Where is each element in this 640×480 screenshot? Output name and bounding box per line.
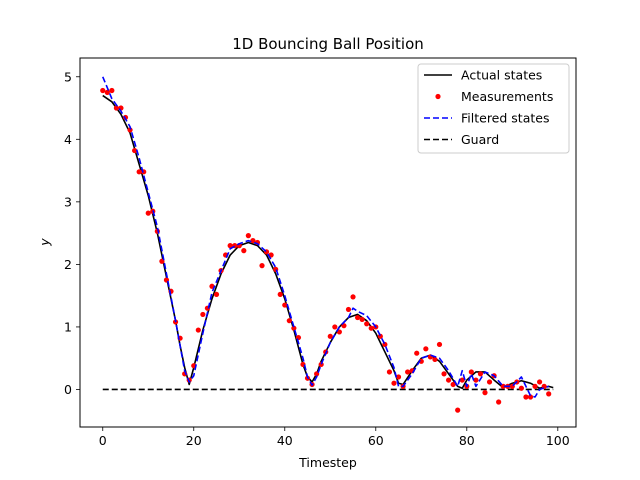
- chart-title: 1D Bouncing Ball Position: [232, 35, 424, 53]
- measurement-point: [345, 306, 352, 313]
- measurement-point: [286, 318, 292, 324]
- measurement-point: [195, 327, 201, 333]
- measurement-point: [477, 371, 484, 377]
- legend: Actual states Measurements Filtered states…: [417, 63, 570, 154]
- y-tick-label: 3: [64, 194, 72, 209]
- measurement-point: [450, 381, 456, 388]
- series-layer: [100, 76, 554, 413]
- measurement-point: [473, 377, 479, 383]
- measurement-point: [350, 294, 356, 300]
- measurement-point: [359, 316, 365, 323]
- measurement-point: [136, 169, 142, 175]
- measurement-point: [527, 394, 534, 400]
- measurement-point: [245, 233, 251, 239]
- measurement-point: [145, 210, 151, 216]
- legend-label-measurements: Measurements: [461, 89, 553, 104]
- measurement-point: [282, 302, 288, 308]
- y-tick-label: 5: [64, 69, 72, 84]
- measurement-point: [445, 377, 452, 383]
- x-axis-title: Timestep: [298, 455, 357, 470]
- x-tick-label: 20: [186, 433, 202, 448]
- measurement-point: [414, 350, 420, 356]
- measurement-point: [327, 333, 333, 339]
- measurement-point: [518, 385, 524, 391]
- measurement-point: [546, 391, 552, 397]
- measurement-point: [386, 369, 393, 375]
- measurement-point: [291, 325, 297, 331]
- legend-label-filtered-states: Filtered states: [461, 111, 549, 126]
- measurement-point: [132, 147, 138, 154]
- y-tick-label: 1: [64, 319, 72, 334]
- measurement-point: [432, 356, 438, 363]
- measurement-point: [496, 399, 502, 405]
- x-tick-label: 80: [459, 433, 475, 448]
- x-tick-label: 40: [277, 433, 293, 448]
- measurement-point: [368, 325, 374, 331]
- measurement-point: [200, 311, 206, 318]
- measurement-point: [377, 333, 383, 339]
- measurement-point: [482, 390, 488, 396]
- legend-label-guard: Guard: [461, 132, 499, 147]
- measurement-point: [536, 379, 543, 385]
- measurement-point: [500, 383, 506, 389]
- y-axis-title: y: [37, 238, 52, 247]
- plot-frame: [79, 57, 577, 428]
- measurement-point: [459, 377, 465, 383]
- measurement-point: [441, 371, 447, 377]
- measurement-point: [259, 263, 265, 269]
- measurement-point: [423, 346, 429, 352]
- measurement-point: [213, 291, 220, 298]
- measurement-point: [241, 248, 247, 254]
- legend-swatch-measurements: [435, 93, 441, 100]
- y-tick-label: 0: [64, 382, 72, 397]
- measurement-point: [395, 374, 402, 380]
- measurement-point: [295, 334, 302, 341]
- y-tick-label: 2: [64, 257, 72, 272]
- measurement-point: [523, 394, 529, 400]
- x-axis: 0 20 40 60 80 100: [99, 427, 570, 448]
- y-tick-label: 4: [64, 132, 72, 147]
- filtered-states-line: [102, 76, 549, 398]
- y-axis: 0 1 2 3 4 5: [64, 69, 80, 397]
- measurement-point: [391, 380, 397, 386]
- measurement-point: [532, 383, 538, 389]
- measurement-point: [436, 341, 443, 348]
- x-tick-label: 0: [99, 433, 107, 448]
- measurement-point: [405, 369, 411, 375]
- measurement-point: [227, 243, 233, 249]
- measurement-point: [455, 407, 461, 413]
- measurement-point: [277, 291, 283, 298]
- measurement-point: [250, 238, 256, 244]
- measurement-point: [354, 314, 361, 321]
- x-tick-label: 100: [546, 433, 570, 448]
- measurement-point: [109, 87, 115, 94]
- measurement-point: [113, 105, 120, 111]
- measurement-point: [100, 87, 106, 94]
- measurement-point: [332, 324, 338, 330]
- legend-box: [417, 63, 570, 154]
- measurement-point: [104, 89, 110, 95]
- measurement-point: [468, 369, 474, 375]
- legend-label-actual-states: Actual states: [461, 68, 542, 83]
- measurement-point: [486, 379, 493, 385]
- x-tick-label: 60: [368, 433, 384, 448]
- measurement-point: [364, 321, 370, 327]
